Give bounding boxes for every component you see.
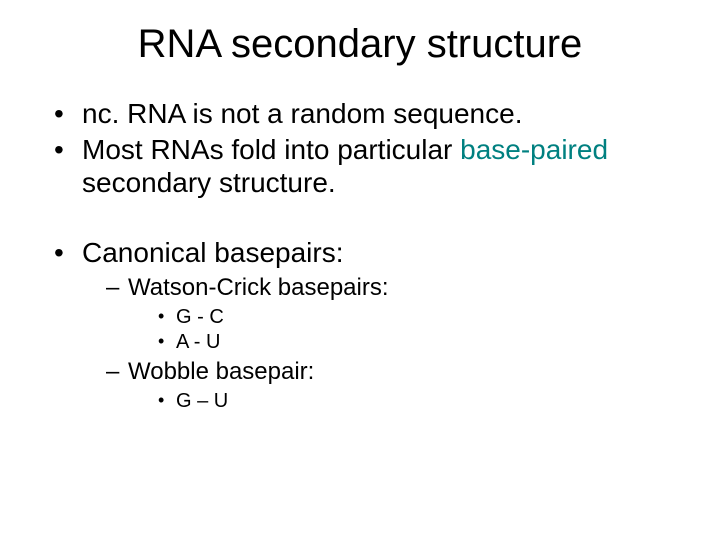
bullet-list-lvl1: Canonical basepairs: Watson-Crick basepa… xyxy=(54,236,680,415)
spacer xyxy=(54,202,680,236)
bullet-item: A - U xyxy=(158,330,680,355)
slide-body: nc. RNA is not a random sequence. Most R… xyxy=(0,97,720,414)
bullet-text: A - U xyxy=(176,331,220,353)
bullet-item: G - C xyxy=(158,305,680,330)
slide: RNA secondary structure nc. RNA is not a… xyxy=(0,0,720,540)
bullet-text: G – U xyxy=(176,390,228,412)
bullet-item: G – U xyxy=(158,389,680,414)
bullet-text: G - C xyxy=(176,306,224,328)
bullet-item: Watson-Crick basepairs: G - C A - U xyxy=(106,273,680,355)
bullet-text: nc. RNA is not a random sequence. xyxy=(82,98,522,129)
bullet-item: Canonical basepairs: Watson-Crick basepa… xyxy=(54,236,680,415)
bullet-list-lvl1: nc. RNA is not a random sequence. Most R… xyxy=(54,97,680,200)
bullet-text: Watson-Crick basepairs: xyxy=(128,274,389,301)
bullet-list-lvl3: G - C A - U xyxy=(158,305,680,355)
highlight-text: base-paired xyxy=(460,134,608,165)
bullet-text: Canonical basepairs: xyxy=(82,237,344,268)
bullet-text: Wobble basepair: xyxy=(128,358,314,385)
bullet-list-lvl3: G – U xyxy=(158,389,680,414)
bullet-list-lvl2: Watson-Crick basepairs: G - C A - U Wobb… xyxy=(106,273,680,414)
bullet-item: nc. RNA is not a random sequence. xyxy=(54,97,680,131)
slide-title: RNA secondary structure xyxy=(0,0,720,97)
bullet-text: Most RNAs fold into particular xyxy=(82,134,460,165)
bullet-text: secondary structure. xyxy=(82,167,336,198)
bullet-item: Wobble basepair: G – U xyxy=(106,357,680,414)
bullet-item: Most RNAs fold into particular base-pair… xyxy=(54,133,680,200)
